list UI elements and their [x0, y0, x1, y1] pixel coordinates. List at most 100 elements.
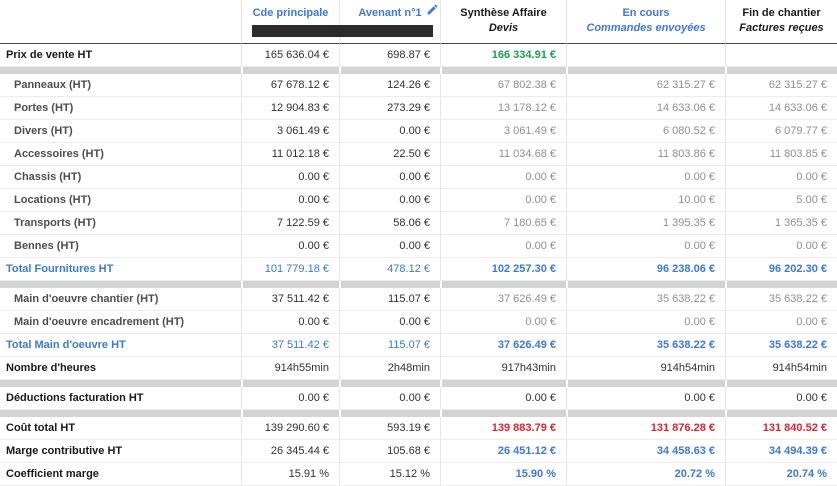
column-header-line2: Factures reçues [739, 22, 824, 34]
row-label: Prix de vente HT [0, 44, 241, 67]
cell-value: 115.07 € [339, 288, 440, 311]
cell-value: 139 883.79 € [440, 417, 566, 440]
cell-value: 11 803.85 € [725, 143, 837, 166]
cell-value: 0.00 € [566, 166, 725, 189]
column-header-line1: En cours [622, 7, 670, 19]
cell-value: 165 636.04 € [241, 44, 339, 67]
cell-value: 139 290.60 € [241, 417, 339, 440]
cell-value: 11 034.68 € [440, 143, 566, 166]
separator-cell [0, 281, 241, 288]
cell-value: 37 511.42 € [241, 334, 339, 357]
cell-value: 10.00 € [566, 189, 725, 212]
separator-cell [241, 410, 339, 417]
cell-value: 2h48min [339, 357, 440, 380]
cell-value: 1 395.35 € [566, 212, 725, 235]
separator-cell [725, 67, 837, 74]
cell-value: 34 494.39 € [725, 440, 837, 463]
table-row: Portes (HT) 12 904.83 €273.29 €13 178.12 … [0, 97, 837, 120]
cell-value: 3 061.49 € [241, 120, 339, 143]
table-row: Nombre d'heures 914h55min 2h48min 917h43min… [0, 357, 837, 380]
cell-value: 0.00 € [440, 311, 566, 334]
row-label: Main d'oeuvre chantier (HT) [0, 288, 241, 311]
cell-value: 131 876.28 € [566, 417, 725, 440]
separator-row [0, 67, 837, 74]
table-row: Total Main d'oeuvre HT 37 511.42 €115.07 … [0, 334, 837, 357]
cell-value: 14 633.06 € [725, 97, 837, 120]
cell-value: 22.50 € [339, 143, 440, 166]
cell-value: 37 511.42 € [241, 288, 339, 311]
cell-value: 0.00 € [725, 387, 837, 410]
column-header-avenant-1[interactable]: Avenant n°1 [339, 0, 440, 44]
cell-value: 593.19 € [339, 417, 440, 440]
separator-cell [339, 410, 440, 417]
separator-row [0, 410, 837, 417]
table-row: Coefficient marge 15.91 % 15.12 % 15.90 % 20… [0, 463, 837, 486]
separator-cell [339, 281, 440, 288]
table-row: Panneaux (HT) 67 678.12 €124.26 €67 802.3… [0, 74, 837, 97]
cell-value: 35 638.22 € [566, 334, 725, 357]
cell-value: 15.91 % [241, 463, 339, 486]
row-label: Transports (HT) [0, 212, 241, 235]
edit-pencil-icon[interactable] [426, 3, 439, 16]
cell-value: 11 012.18 € [241, 143, 339, 166]
cell-value: 0.00 € [339, 189, 440, 212]
cell-value: 13 178.12 € [440, 97, 566, 120]
cell-value: 0.00 € [440, 189, 566, 212]
cell-value: 0.00 € [440, 235, 566, 258]
cell-value: 58.06 € [339, 212, 440, 235]
cell-value: 0.00 € [566, 235, 725, 258]
separator-cell [566, 380, 725, 387]
cell-value [566, 44, 725, 67]
row-label: Panneaux (HT) [0, 74, 241, 97]
separator-row [0, 281, 837, 288]
header-labels-empty [0, 0, 241, 44]
cell-value: 102 257.30 € [440, 258, 566, 281]
separator-cell [725, 380, 837, 387]
cell-value: 5.00 € [725, 189, 837, 212]
separator-cell [339, 380, 440, 387]
cell-value: 15.90 % [440, 463, 566, 486]
cell-value: 698.87 € [339, 44, 440, 67]
column-header-en-cours[interactable]: En cours Commandes envoyées [566, 0, 725, 44]
cell-value [725, 44, 837, 67]
table-row: Accessoires (HT) 11 012.18 €22.50 €11 034… [0, 143, 837, 166]
table-row: Locations (HT) 0.00 €0.00 €0.00 €10.00 €5… [0, 189, 837, 212]
cell-value: 34 458.63 € [566, 440, 725, 463]
cell-value: 124.26 € [339, 74, 440, 97]
cell-value: 67 678.12 € [241, 74, 339, 97]
cell-value: 11 803.86 € [566, 143, 725, 166]
table-row: Prix de vente HT 165 636.04 €698.87 €166 … [0, 44, 837, 67]
cell-value: 0.00 € [725, 166, 837, 189]
table-row: Bennes (HT) 0.00 €0.00 €0.00 €0.00 €0.00 … [0, 235, 837, 258]
row-label: Locations (HT) [0, 189, 241, 212]
row-label: Coefficient marge [0, 463, 241, 486]
separator-cell [566, 410, 725, 417]
column-header-label: Cde principale [252, 7, 329, 19]
cell-value: 166 334.91 € [440, 44, 566, 67]
cell-value: 0.00 € [339, 311, 440, 334]
cell-value: 914h54min [725, 357, 837, 380]
column-header-line1: Synthèse Affaire [460, 7, 547, 19]
table-row: Chassis (HT) 0.00 €0.00 €0.00 €0.00 €0.00… [0, 166, 837, 189]
separator-cell [440, 410, 566, 417]
cell-value: 0.00 € [440, 166, 566, 189]
table-body: Prix de vente HT 165 636.04 €698.87 €166 … [0, 44, 837, 486]
column-header-line1: Fin de chantier [742, 7, 821, 19]
separator-cell [241, 380, 339, 387]
cell-value: 0.00 € [566, 387, 725, 410]
column-header-line2: Devis [488, 22, 519, 34]
cell-value: 14 633.06 € [566, 97, 725, 120]
header-row: Cde principale Avenant n°1 Synthèse Affa… [0, 0, 837, 44]
table-row: Déductions facturation HT 0.00 €0.00 €0.0… [0, 387, 837, 410]
cell-value: 35 638.22 € [725, 288, 837, 311]
table-row: Total Fournitures HT 101 779.18 €478.12 €… [0, 258, 837, 281]
redacted-values-bar [252, 25, 433, 37]
table-row: Main d'oeuvre chantier (HT) 37 511.42 €11… [0, 288, 837, 311]
cell-value: 0.00 € [725, 235, 837, 258]
cell-value: 96 202.30 € [725, 258, 837, 281]
cell-value: 914h54min [566, 357, 725, 380]
cell-value: 96 238.06 € [566, 258, 725, 281]
row-label: Divers (HT) [0, 120, 241, 143]
column-header-cde-principale[interactable]: Cde principale [241, 0, 339, 44]
